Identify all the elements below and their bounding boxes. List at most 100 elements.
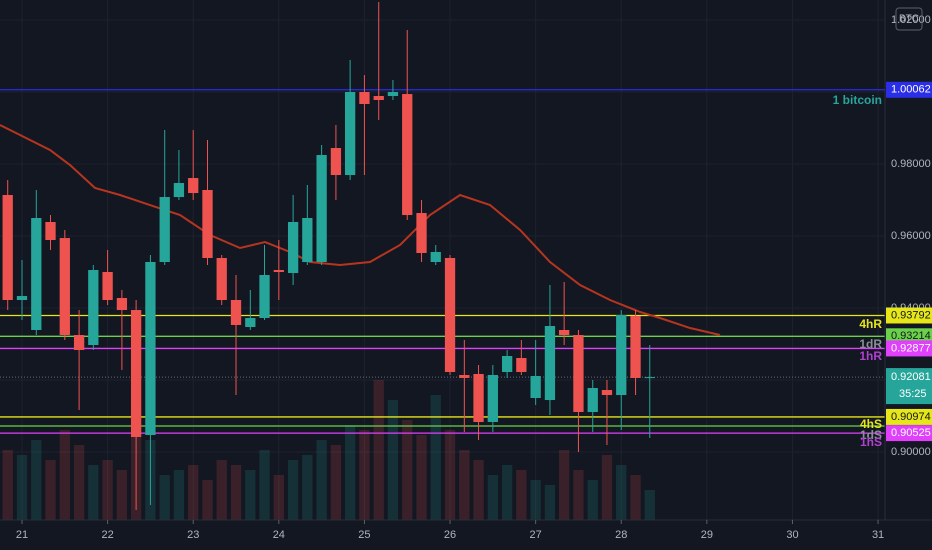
candle-body: [202, 190, 213, 259]
volume-bar: [587, 480, 598, 520]
volume-bar: [73, 445, 85, 520]
level-label: 1 bitcoin: [833, 93, 882, 107]
moving-average-pane: [0, 124, 721, 336]
volume-bar: [373, 380, 384, 520]
volume-bar: [501, 465, 513, 520]
price-badge: [886, 408, 932, 425]
volume-bar: [230, 465, 242, 520]
volume-bar: [644, 490, 655, 520]
candle-body: [616, 314, 627, 396]
candle-body: [630, 315, 641, 378]
volume-bar: [544, 485, 556, 520]
last-price-label: 0.92081: [891, 371, 931, 383]
level-annotation: 1dR: [859, 337, 882, 351]
candle-body: [644, 377, 655, 379]
candle-body: [402, 94, 413, 216]
candle-body: [273, 269, 284, 273]
volume-bar: [444, 430, 456, 520]
candles: [2, 2, 655, 510]
price-badge-label: 0.93214: [891, 330, 931, 342]
candle-body: [216, 258, 227, 301]
candle-body: [173, 183, 185, 198]
candle-body: [416, 213, 427, 253]
x-tick-label: 22: [101, 529, 113, 541]
price-badge-label: 0.90974: [891, 411, 931, 423]
volume-bar: [573, 470, 584, 520]
y-tick-label: 0.96000: [891, 230, 931, 242]
volume-bar: [31, 440, 42, 520]
candle-body: [444, 258, 456, 373]
candle-body: [601, 390, 613, 396]
x-tick-label: 23: [187, 529, 199, 541]
candle-body: [330, 148, 342, 176]
volume-bar: [530, 480, 541, 520]
candle-body: [359, 92, 370, 104]
volume-bar: [245, 470, 256, 520]
x-tick-label: 27: [530, 529, 542, 541]
volume-bar: [559, 450, 570, 520]
price-badge-label: 0.90525: [891, 427, 931, 439]
currency-box[interactable]: [895, 7, 923, 31]
price-badge-label: 0.92877: [891, 342, 931, 354]
y-tick-label: 0.98000: [891, 158, 931, 170]
candle-body: [501, 355, 513, 373]
volume-bar: [330, 445, 342, 520]
price-badge: [886, 328, 932, 345]
candle-body: [73, 335, 85, 351]
volume-bar: [173, 470, 185, 520]
moving-average: [0, 124, 721, 336]
price-badge: [886, 81, 932, 98]
price-badge-label: 1.00062: [891, 84, 931, 96]
candle-body: [559, 329, 570, 336]
price-badge: [886, 340, 932, 357]
candle-body: [188, 178, 199, 194]
x-tick-label: 31: [872, 529, 884, 541]
level-annotation: 4hS: [860, 417, 882, 431]
x-tick-label: 30: [786, 529, 798, 541]
candle-body: [473, 373, 484, 423]
candle-body: [130, 310, 142, 437]
price-badge-label: 0.93792: [891, 309, 931, 321]
x-tick-label: 28: [615, 529, 627, 541]
volume-bar: [316, 440, 327, 520]
candle-body: [102, 272, 113, 301]
volume-bar: [616, 465, 627, 520]
candle-body: [245, 318, 256, 328]
candle-body: [88, 269, 99, 346]
last-price-badge: [886, 368, 932, 405]
volume-bar: [402, 420, 413, 520]
volume-bar: [45, 460, 56, 520]
x-tick-label: 21: [16, 529, 28, 541]
volume-bar: [601, 455, 613, 520]
volume-bar: [344, 425, 356, 520]
x-tick-label: 29: [701, 529, 713, 541]
volume-bar: [487, 475, 498, 520]
countdown-label: 35:25: [899, 388, 927, 400]
price-badge: [886, 307, 932, 324]
volume-bar: [459, 450, 470, 520]
candle-body: [459, 374, 470, 378]
candle-body: [316, 155, 327, 262]
volume-bar: [216, 460, 227, 520]
candle-body: [287, 222, 299, 274]
volume-bar: [387, 400, 399, 520]
candle-body: [344, 92, 356, 176]
volume-bar: [630, 475, 641, 520]
candle-body: [31, 218, 42, 330]
candle-body: [302, 218, 313, 262]
volume-bar: [102, 460, 113, 520]
x-tick-label: 26: [444, 529, 456, 541]
candle-body: [230, 300, 242, 325]
candle-body: [59, 238, 70, 336]
candle-body: [159, 197, 170, 262]
volume-bar: [516, 470, 527, 520]
candle-body: [516, 358, 527, 373]
level-annotation: 4hR: [859, 317, 882, 331]
x-tick-label: 24: [273, 529, 285, 541]
volume-bar: [188, 465, 199, 520]
candle-body: [430, 251, 441, 262]
candle-body: [487, 374, 498, 423]
volume-bar: [202, 480, 213, 520]
price-badges: 4hR1dR1hR4hS1dS1hS1.000620.937920.932140…: [859, 81, 932, 449]
level-annotation: 1dS: [860, 428, 882, 442]
